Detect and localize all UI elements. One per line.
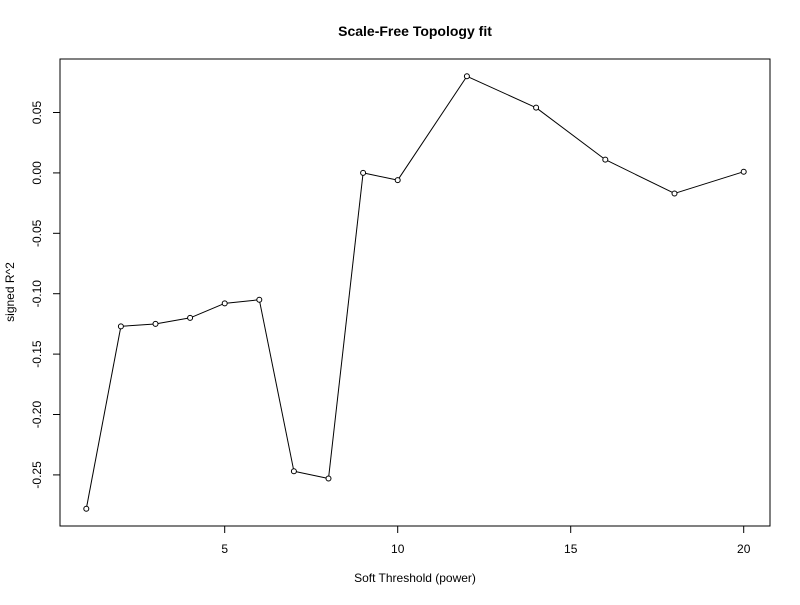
- chart-title: Scale-Free Topology fit: [338, 23, 492, 39]
- series-line-segment: [227, 299, 257, 304]
- data-point: [221, 300, 228, 307]
- data-point: [671, 190, 678, 197]
- y-tick-label: -0.20: [30, 401, 44, 429]
- data-point: [325, 475, 332, 482]
- x-tick-label: 20: [737, 542, 751, 556]
- series-line-segment: [398, 78, 466, 179]
- series-line-segment: [328, 175, 364, 477]
- series-line-segment: [607, 160, 673, 193]
- y-axis: -0.25 -0.20 -0.15 -0.10 -0.05 0.00 0.05: [30, 101, 61, 489]
- series-line-segment: [259, 302, 294, 469]
- data-point: [360, 169, 367, 176]
- plot-frame: [59, 58, 771, 527]
- data-point: [117, 323, 124, 330]
- series-line-segment: [468, 76, 535, 108]
- data-point: [152, 320, 159, 327]
- data-point: [290, 468, 297, 475]
- data-point: [256, 296, 263, 303]
- series-line-segment: [192, 303, 223, 318]
- y-tick-label: -0.05: [30, 219, 44, 247]
- y-tick-label: 0.05: [30, 101, 44, 125]
- y-tick-label: 0.00: [30, 161, 44, 185]
- series-layer: [83, 73, 747, 512]
- data-point: [463, 73, 470, 80]
- data-point: [533, 104, 540, 111]
- series-line-segment: [86, 328, 121, 507]
- data-point: [602, 156, 609, 163]
- y-tick-label: -0.25: [30, 461, 44, 489]
- x-tick-label: 5: [221, 542, 228, 556]
- data-point: [187, 314, 194, 321]
- series-line-segment: [365, 172, 396, 181]
- x-tick-label: 15: [564, 542, 578, 556]
- series-line-segment: [537, 108, 604, 159]
- data-point: [83, 505, 90, 512]
- data-point: [394, 177, 401, 184]
- x-axis-label: Soft Threshold (power): [354, 571, 476, 585]
- series-line-segment: [296, 471, 327, 479]
- data-point: [740, 168, 747, 175]
- x-axis: 5 10 15 20: [221, 525, 751, 556]
- series-line-segment: [123, 323, 154, 327]
- series-line-segment: [676, 171, 742, 194]
- y-tick-label: -0.15: [30, 340, 44, 368]
- y-tick-label: -0.10: [30, 280, 44, 308]
- series-line-segment: [157, 317, 188, 324]
- x-tick-label: 10: [391, 542, 405, 556]
- y-axis-label: signed R^2: [3, 262, 17, 322]
